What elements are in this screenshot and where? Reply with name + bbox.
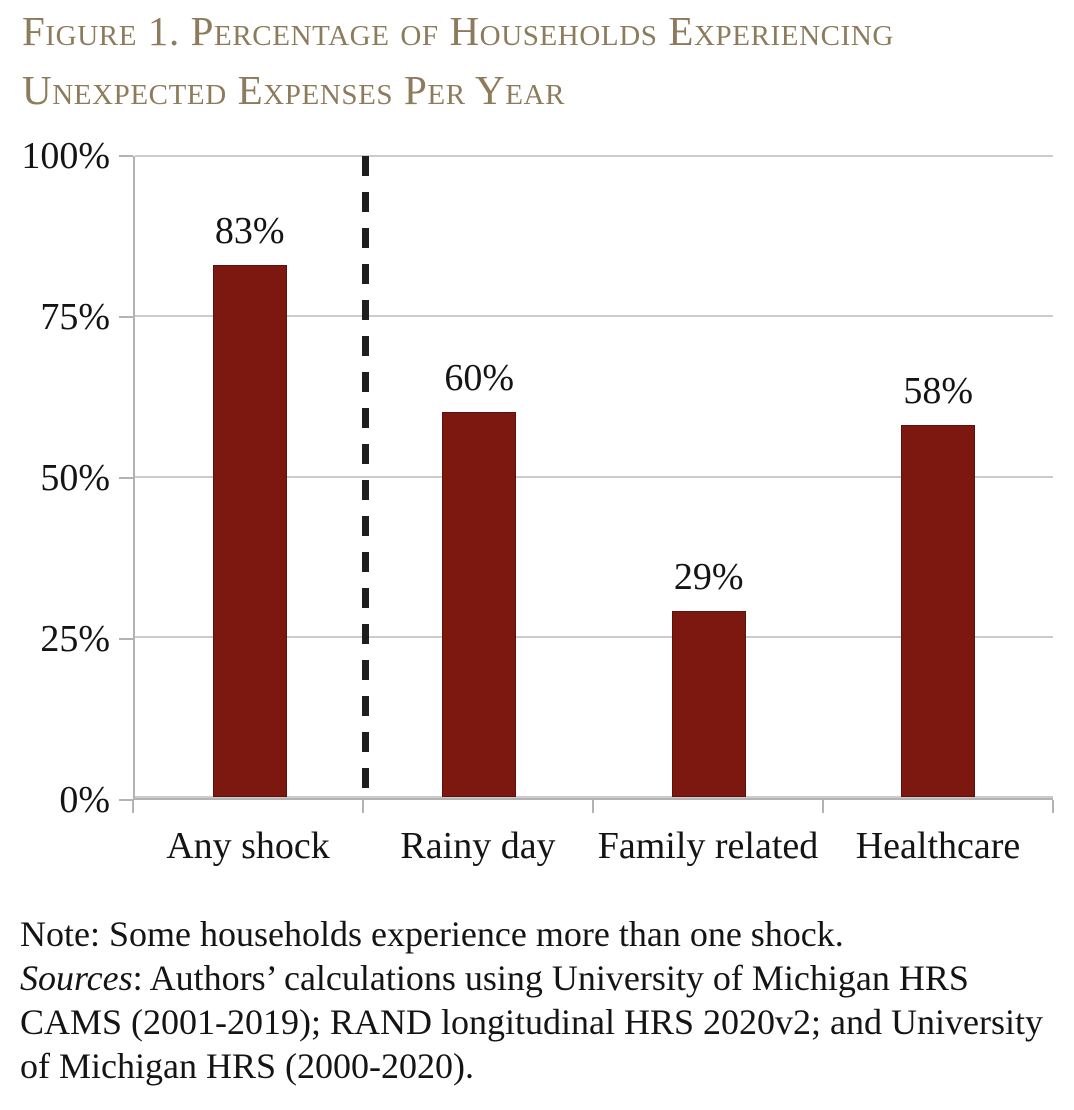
y-tick-label-75: 75% [40, 296, 110, 338]
x-axis-category-labels: Any shock Rainy day Family related Healthca… [133, 824, 1053, 868]
y-tickmark-25 [119, 638, 133, 640]
bar-cell-rainy-day: 60% [365, 156, 595, 797]
y-tick-label-25: 25% [40, 618, 110, 660]
category-label-family-related: Family related [597, 825, 819, 867]
x-tickmark-1 [362, 800, 364, 813]
y-tick-label-0: 0% [59, 779, 110, 821]
x-axis-tickmarks [132, 800, 1054, 813]
x-tickmark-4 [1052, 800, 1054, 813]
gridline-50 [135, 475, 1053, 478]
sources-label: Sources [20, 958, 133, 998]
bar-family-related [671, 611, 746, 797]
any-shock-separator-dashed-line [361, 156, 369, 797]
bar-value-label-healthcare: 58% [903, 370, 974, 413]
x-tickmark-3 [822, 800, 824, 813]
y-tick-label-50: 50% [40, 457, 110, 499]
gridline-0 [135, 796, 1053, 798]
x-tickmark-2 [592, 800, 594, 813]
category-label-any-shock: Any shock [166, 825, 330, 867]
bar-cell-healthcare: 58% [824, 156, 1054, 797]
y-tickmark-0 [119, 799, 133, 801]
bar-value-label-rainy-day: 60% [444, 357, 515, 400]
y-axis-labels: 100% 75% 50% 25% 0% [0, 137, 110, 819]
bars-row: 83% 60% 29% 58% [135, 156, 1053, 797]
bar-healthcare [901, 425, 976, 797]
bar-any-shock [212, 264, 287, 797]
figure-title-line-1: Figure 1. Percentage of Households Exper… [22, 8, 894, 54]
bar-cell-any-shock: 83% [135, 156, 365, 797]
y-tickmark-100 [119, 155, 133, 157]
gridline-100 [135, 155, 1053, 157]
plot-area: 83% 60% 29% 58% [133, 155, 1053, 800]
figure-title-line-2: Unexpected Expenses Per Year [22, 67, 566, 113]
category-label-rainy-day: Rainy day [400, 825, 556, 867]
category-label-healthcare: Healthcare [855, 825, 1021, 867]
gridline-25 [135, 635, 1053, 638]
y-axis-tickmarks [119, 155, 133, 801]
y-tickmark-50 [119, 477, 133, 479]
note-text: Note: Some households experience more th… [20, 914, 844, 954]
bar-value-label-family-related: 29% [673, 556, 744, 599]
bar-chart: 100% 75% 50% 25% 0% 83% 60% 29% 58% Any shock Ra… [0, 137, 1054, 868]
figure-title: Figure 1. Percentage of Households Exper… [22, 2, 894, 120]
sources-text: : Authors’ calculations using University… [20, 958, 1043, 1086]
bar-cell-family-related: 29% [594, 156, 824, 797]
bar-value-label-any-shock: 83% [214, 209, 285, 252]
y-tickmark-75 [119, 316, 133, 318]
figure-notes: Note: Some households experience more th… [20, 912, 1064, 1088]
bar-rainy-day [442, 412, 517, 797]
x-tickmark-0 [132, 800, 134, 813]
gridline-75 [135, 315, 1053, 318]
y-tick-label-100: 100% [21, 135, 110, 177]
